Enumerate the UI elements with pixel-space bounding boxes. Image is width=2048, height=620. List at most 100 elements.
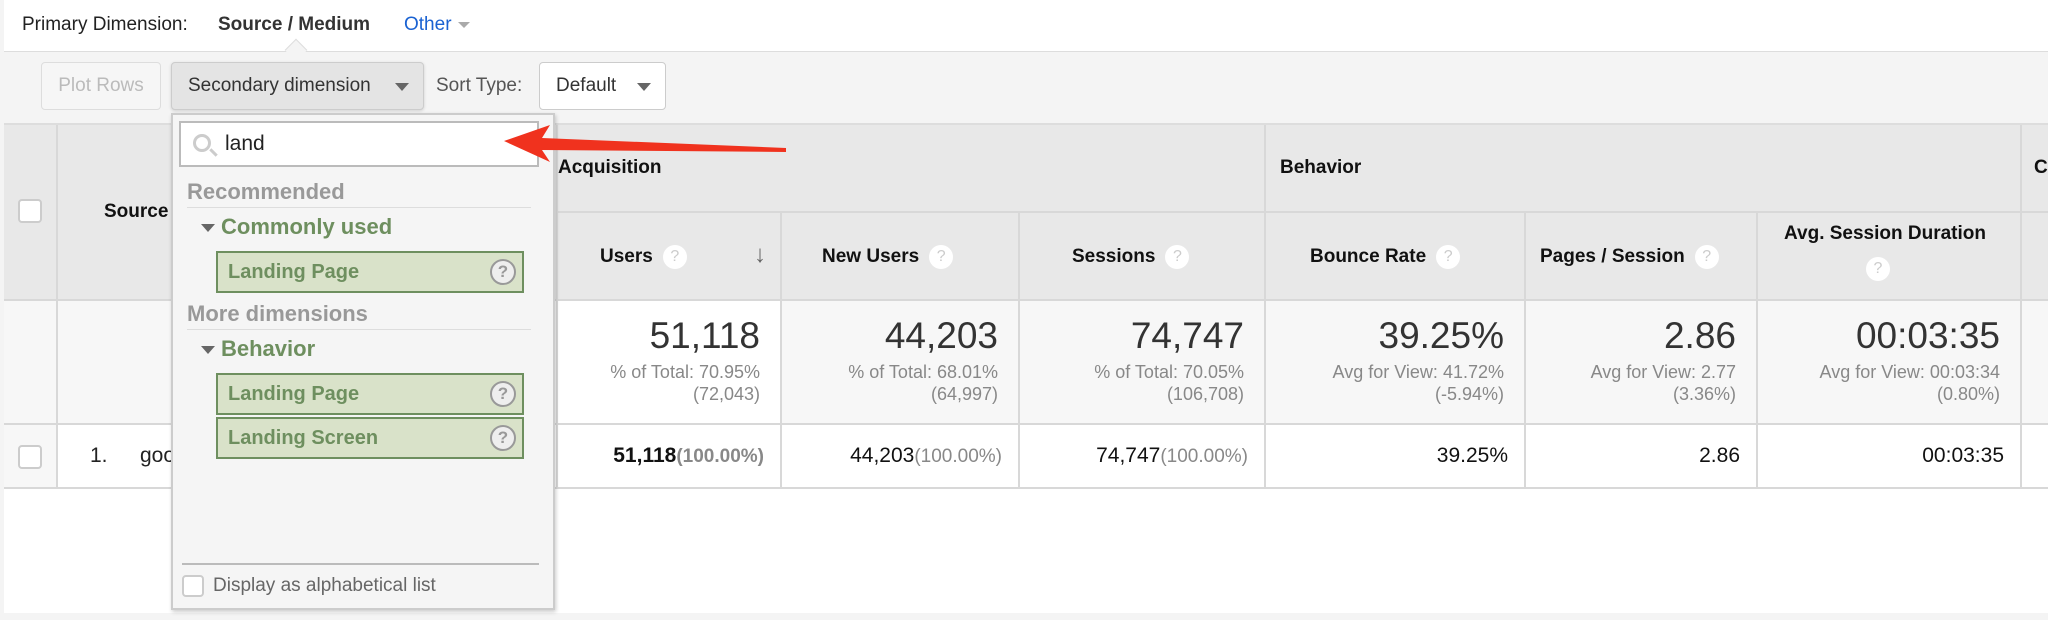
summary-bounce-rate-value: 39.25% bbox=[1378, 315, 1505, 356]
summary-conversions bbox=[2022, 301, 2048, 425]
bounce-rate-header-text: Bounce Rate bbox=[1310, 246, 1427, 268]
other-link-label: Other bbox=[404, 14, 452, 35]
summary-users-line2: (72,043) bbox=[692, 384, 760, 404]
bounce-rate-header-label: Bounce Rate? bbox=[1310, 245, 1461, 269]
option-landing-page-recommended[interactable]: Landing Page ? bbox=[216, 251, 524, 293]
commonly-used-label: Commonly used bbox=[221, 214, 393, 239]
sort-descending-icon: ↓ bbox=[754, 241, 766, 268]
option-landing-page[interactable]: Landing Page ? bbox=[216, 373, 524, 415]
row-avg-session-duration: 00:03:35 bbox=[1758, 425, 2022, 489]
help-icon[interactable]: ? bbox=[1165, 245, 1190, 269]
summary-bounce-rate-line2: (-5.94%) bbox=[1434, 384, 1504, 404]
summary-users-line1: % of Total: 70.95% bbox=[610, 362, 760, 382]
bounce-rate-column-header[interactable]: Bounce Rate? bbox=[1266, 213, 1526, 301]
secondary-dimension-label: Secondary dimension bbox=[188, 75, 371, 96]
dimension-search-input[interactable] bbox=[225, 129, 525, 159]
row-new-users-value: 44,203(100.00%) bbox=[850, 444, 1002, 468]
sort-type-value: Default bbox=[556, 75, 617, 96]
row-sessions-value: 74,747(100.00%) bbox=[1096, 444, 1248, 468]
summary-pages-session: 2.86 Avg for View: 2.77 (3.36%) bbox=[1526, 301, 1758, 425]
users-header-label: Users? bbox=[600, 245, 687, 269]
row-pages-session: 2.86 bbox=[1526, 425, 1758, 489]
summary-users: 51,118 % of Total: 70.95% (72,043) bbox=[558, 301, 782, 425]
help-icon[interactable]: ? bbox=[490, 259, 516, 285]
sort-type-label: Sort Type: bbox=[436, 75, 523, 96]
pages-session-header-label: Pages / Session? bbox=[1540, 245, 1719, 269]
primary-dimension-bar: Primary Dimension: Source / Medium Other bbox=[4, 0, 2048, 62]
footer-divider bbox=[182, 563, 539, 565]
option-label: Landing Page bbox=[228, 383, 360, 405]
summary-bounce-rate: 39.25% Avg for View: 41.72% (-5.94%) bbox=[1266, 301, 1526, 425]
summary-avg-session-duration: 00:03:35 Avg for View: 00:03:34 (0.80%) bbox=[1758, 301, 2022, 425]
summary-sessions-line2: (106,708) bbox=[1166, 384, 1244, 404]
row-checkbox[interactable] bbox=[18, 445, 42, 469]
acquisition-group-header: Acquisition bbox=[558, 125, 1266, 213]
primary-dimension-source-medium[interactable]: Source / Medium bbox=[218, 14, 371, 35]
row-pages-session-value: 2.86 bbox=[1699, 444, 1740, 467]
row-bounce-rate-value: 39.25% bbox=[1436, 444, 1508, 467]
recommended-heading: Recommended bbox=[187, 179, 531, 208]
behavior-title: Behavior bbox=[1280, 157, 1362, 178]
conversions-column-header bbox=[2022, 213, 2048, 301]
summary-sessions: 74,747 % of Total: 70.05% (106,708) bbox=[1020, 301, 1266, 425]
help-icon[interactable]: ? bbox=[929, 245, 954, 269]
more-dimensions-heading: More dimensions bbox=[187, 301, 531, 330]
commonly-used-category[interactable]: Commonly used bbox=[201, 214, 392, 240]
summary-sessions-value: 74,747 bbox=[1130, 315, 1244, 356]
row-conversions bbox=[2022, 425, 2048, 489]
option-landing-screen[interactable]: Landing Screen ? bbox=[216, 417, 524, 459]
summary-pages-session-line1: Avg for View: 2.77 bbox=[1590, 362, 1736, 382]
select-all-checkbox[interactable] bbox=[18, 199, 42, 223]
summary-new-users: 44,203 % of Total: 68.01% (64,997) bbox=[782, 301, 1020, 425]
help-icon[interactable]: ? bbox=[1436, 245, 1461, 269]
behavior-group-header: Behavior bbox=[1266, 125, 2022, 213]
search-icon bbox=[193, 134, 211, 152]
option-label: Landing Screen bbox=[228, 427, 379, 449]
option-label: Landing Page bbox=[228, 261, 360, 283]
new-users-header-label: New Users? bbox=[822, 245, 954, 269]
help-icon[interactable]: ? bbox=[662, 245, 687, 269]
summary-avg-session-duration-line2: (0.80%) bbox=[1936, 384, 2000, 404]
help-icon[interactable]: ? bbox=[1866, 257, 1890, 281]
sort-type-select[interactable]: Default bbox=[539, 62, 666, 110]
help-icon[interactable]: ? bbox=[1694, 245, 1719, 269]
behavior-category-label: Behavior bbox=[221, 336, 316, 361]
row-bounce-rate: 39.25% bbox=[1266, 425, 1526, 489]
avg-session-duration-column-header[interactable]: Avg. Session Duration ? bbox=[1758, 213, 2022, 301]
row-new-users-pct: (100.00%) bbox=[914, 446, 1002, 467]
summary-new-users-line1: % of Total: 68.01% bbox=[848, 362, 998, 382]
primary-dimension-other-link[interactable]: Other bbox=[404, 14, 470, 36]
row-avg-session-duration-value: 00:03:35 bbox=[1922, 444, 2004, 467]
users-column-header[interactable]: Users? ↓ bbox=[558, 213, 782, 301]
plot-rows-button[interactable]: Plot Rows bbox=[41, 62, 161, 110]
secondary-dimension-dropdown: Recommended Commonly used Landing Page ?… bbox=[171, 113, 555, 610]
chevron-down-icon bbox=[395, 83, 409, 91]
pages-session-header-text: Pages / Session bbox=[1540, 246, 1685, 268]
alphabetical-list-checkbox[interactable] bbox=[182, 575, 204, 597]
sessions-header-text: Sessions bbox=[1072, 246, 1156, 268]
help-icon[interactable]: ? bbox=[490, 425, 516, 451]
header-checkbox-cell bbox=[4, 125, 58, 301]
row-sessions-pct: (100.00%) bbox=[1160, 446, 1248, 467]
summary-pages-session-value: 2.86 bbox=[1663, 315, 1736, 356]
summary-checkbox-cell bbox=[4, 301, 58, 425]
row-new-users-number: 44,203 bbox=[850, 444, 915, 467]
pages-session-column-header[interactable]: Pages / Session? bbox=[1526, 213, 1758, 301]
summary-new-users-value: 44,203 bbox=[884, 315, 998, 356]
new-users-header-text: New Users bbox=[822, 246, 920, 268]
chevron-down-icon bbox=[457, 21, 470, 28]
help-icon[interactable]: ? bbox=[490, 381, 516, 407]
new-users-column-header[interactable]: New Users? bbox=[782, 213, 1020, 301]
alphabetical-list-label: Display as alphabetical list bbox=[213, 575, 436, 596]
sessions-column-header[interactable]: Sessions? bbox=[1020, 213, 1266, 301]
row-sessions-number: 74,747 bbox=[1096, 444, 1161, 467]
row-users: 51,118(100.00%) bbox=[558, 425, 782, 489]
dimension-search-box[interactable] bbox=[179, 121, 539, 167]
row-index: 1. bbox=[90, 444, 108, 467]
summary-avg-session-duration-line1: Avg for View: 00:03:34 bbox=[1819, 362, 2000, 382]
secondary-dimension-button[interactable]: Secondary dimension bbox=[171, 62, 424, 110]
behavior-category[interactable]: Behavior bbox=[201, 336, 315, 362]
row-source-link[interactable]: goo bbox=[140, 444, 176, 467]
row-users-pct: (100.00%) bbox=[676, 446, 764, 467]
